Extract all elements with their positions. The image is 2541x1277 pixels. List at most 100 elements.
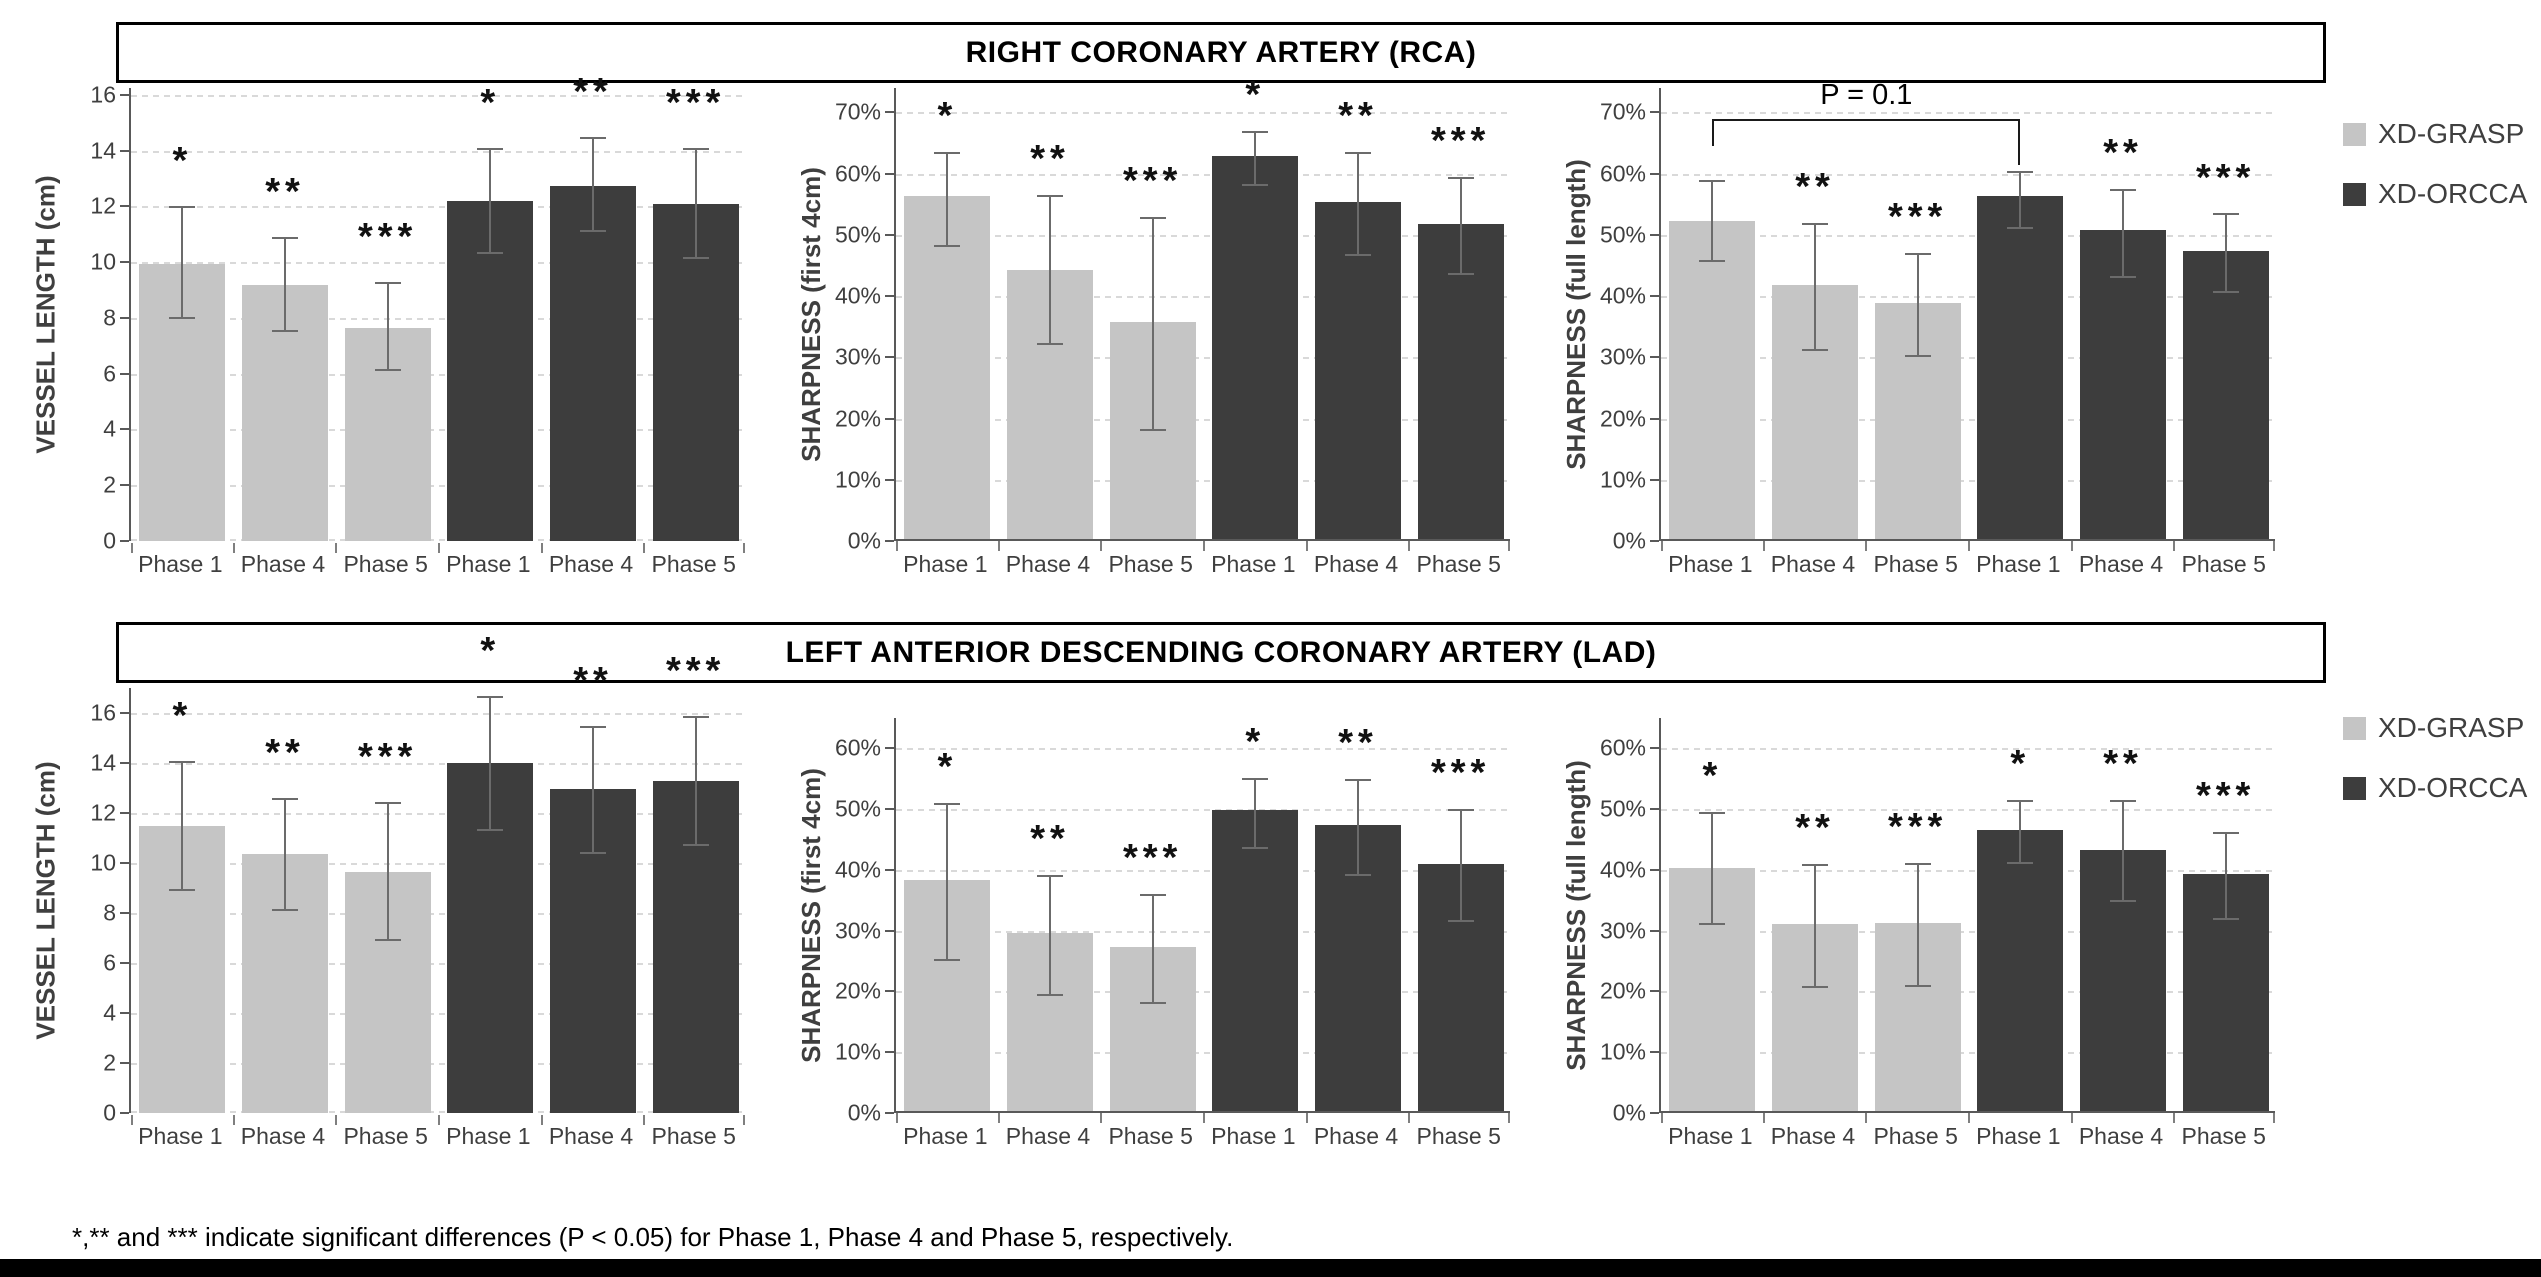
y-axis-ticks: 0% 10% 20% 30% 40% 50% 60%: [1597, 718, 1659, 1126]
error-bar-cap-top: [1447, 809, 1474, 812]
x-category-label: Phase 4: [2078, 1123, 2164, 1149]
gridline: [1661, 479, 2275, 482]
bar-xd-orcca-phase-1: [1212, 810, 1299, 1111]
y-axis-label-column: SHARPNESS (first 4cm): [790, 718, 832, 1113]
significance-marker: ***: [665, 649, 726, 692]
significance-marker: *: [480, 81, 501, 124]
y-tick-mark: [1650, 929, 1659, 932]
plot-area: * ** *** * ** ***: [894, 718, 1510, 1123]
y-tick-label: 60%: [1599, 734, 1646, 761]
error-bar-cap-top: [2110, 800, 2136, 803]
error-bar: [1802, 222, 1828, 352]
significance-marker: ***: [2195, 156, 2256, 199]
legend-item-xd-orcca: XD-ORCCA: [2343, 772, 2527, 804]
y-tick-label: 14: [90, 749, 116, 776]
x-axis-tick: [1408, 541, 1411, 551]
legend-label: XD-GRASP: [2378, 118, 2525, 149]
gridline: [1661, 930, 2275, 933]
error-bar-line: [1357, 152, 1359, 257]
significance-marker: ***: [665, 81, 726, 124]
bar-xd-orcca-phase-1: [1977, 829, 2064, 1111]
error-bar-line: [694, 715, 697, 846]
error-bar-cap-top: [1037, 195, 1063, 198]
gridline: [131, 150, 745, 153]
y-tick-label: 50%: [834, 221, 881, 248]
error-bar-line: [1814, 863, 1816, 989]
y-tick-label: 12: [90, 192, 116, 219]
error-bar-cap-top: [2007, 170, 2034, 173]
error-bar: [1242, 777, 1269, 849]
x-axis-labels: Phase 1 Phase 4 Phase 5 Phase 1 Phase 4 Phase…: [894, 541, 1510, 578]
x-category-label: Phase 4: [1770, 551, 1856, 577]
error-bar-cap-top: [374, 281, 401, 284]
error-bar-cap-top: [934, 803, 961, 806]
x-axis-labels: Phase 1 Phase 4 Phase 5 Phase 1 Phase 4 Phase…: [129, 1113, 745, 1150]
significance-marker: **: [1795, 806, 1835, 849]
error-bar-cap-bottom: [934, 245, 961, 248]
chart-rca-sharpness-full-length: SHARPNESS (full length) 0% 10% 20% 30% 40% 50%…: [1555, 79, 2275, 578]
annotation-bracket: [1712, 118, 2021, 121]
gridline: [1661, 418, 2275, 421]
bar-xd-grasp-phase-1: [1669, 220, 1756, 539]
y-tick-mark: [1650, 111, 1659, 114]
y-tick-label: 10%: [834, 1038, 881, 1065]
y-tick-mark: [120, 862, 129, 864]
x-category-label: Phase 4: [1005, 1123, 1091, 1149]
y-tick-mark: [120, 205, 129, 208]
y-tick-label: 20%: [1599, 405, 1646, 432]
x-category-label: Phase 1: [903, 1123, 988, 1149]
y-tick-mark: [885, 111, 894, 114]
x-category-label: Phase 5: [1416, 551, 1501, 577]
error-bar-cap-top: [1345, 778, 1371, 781]
y-tick-label: 40%: [1599, 856, 1646, 883]
y-axis-ticks: 0 2 4 6 8 10 12 14 16: [67, 81, 129, 554]
error-bar: [2007, 800, 2034, 864]
bottom-black-bar: [0, 1259, 2541, 1277]
plot-area: * ** *** * ** ***: [129, 632, 745, 1125]
x-axis-tick: [2173, 1113, 2176, 1123]
y-axis-label: SHARPNESS (full length): [1560, 159, 1591, 470]
error-bar: [169, 206, 196, 320]
y-tick-label: 16: [90, 81, 116, 108]
error-bar-cap-top: [580, 136, 606, 139]
error-bar-cap-bottom: [580, 229, 606, 232]
y-axis-label-column: SHARPNESS (full length): [1555, 718, 1597, 1113]
error-bar-cap-top: [580, 725, 606, 728]
gridline: [896, 869, 1510, 872]
error-bar-cap-top: [1139, 894, 1166, 897]
error-bar-cap-bottom: [1904, 355, 1931, 358]
plot-area: ** *** ** *** P = 0.1: [1659, 79, 2275, 551]
x-axis-labels: Phase 1 Phase 4 Phase 5 Phase 1 Phase 4 Phase…: [1659, 541, 2275, 578]
annotation-label: P = 0.1: [1820, 78, 1913, 111]
error-bar-cap-bottom: [1139, 428, 1166, 431]
gridline: [131, 94, 745, 97]
plot-row: 0% 10% 20% 30% 40% 50% 60% * ** *** * ** ***: [832, 718, 1510, 1126]
y-tick-label: 6: [103, 949, 116, 976]
bar-xd-orcca-phase-1: [447, 200, 534, 541]
x-axis-tick: [232, 1115, 235, 1125]
y-axis-label: SHARPNESS (first 4cm): [795, 768, 826, 1063]
x-axis-tick: [1968, 1113, 1970, 1123]
x-axis-tick: [335, 1115, 338, 1125]
x-axis-tick: [1100, 541, 1103, 551]
gridline: [131, 429, 745, 432]
y-tick-label: 70%: [1599, 98, 1646, 125]
error-bar-cap-bottom: [272, 329, 298, 332]
error-bar-cap-top: [374, 801, 401, 804]
bar-xd-orcca-phase-5: [2182, 251, 2269, 539]
error-bar: [374, 801, 401, 941]
y-tick-label: 10%: [1599, 466, 1646, 493]
significance-marker: ***: [1430, 752, 1491, 795]
x-category-label: Phase 1: [1668, 1123, 1753, 1149]
gridline: [131, 763, 745, 765]
error-bar-cap-top: [1904, 253, 1931, 256]
significance-marker: *: [1245, 73, 1266, 116]
x-category-label: Phase 4: [1313, 551, 1399, 577]
error-bar-cap-top: [272, 237, 298, 240]
error-bar-cap-top: [1699, 179, 1726, 182]
legend-lad: XD-GRASP XD-ORCCA: [2343, 712, 2527, 804]
error-bar: [1699, 812, 1726, 925]
y-tick-label: 60%: [834, 160, 881, 187]
error-bar: [374, 281, 401, 371]
error-bar-cap-bottom: [1904, 985, 1931, 988]
